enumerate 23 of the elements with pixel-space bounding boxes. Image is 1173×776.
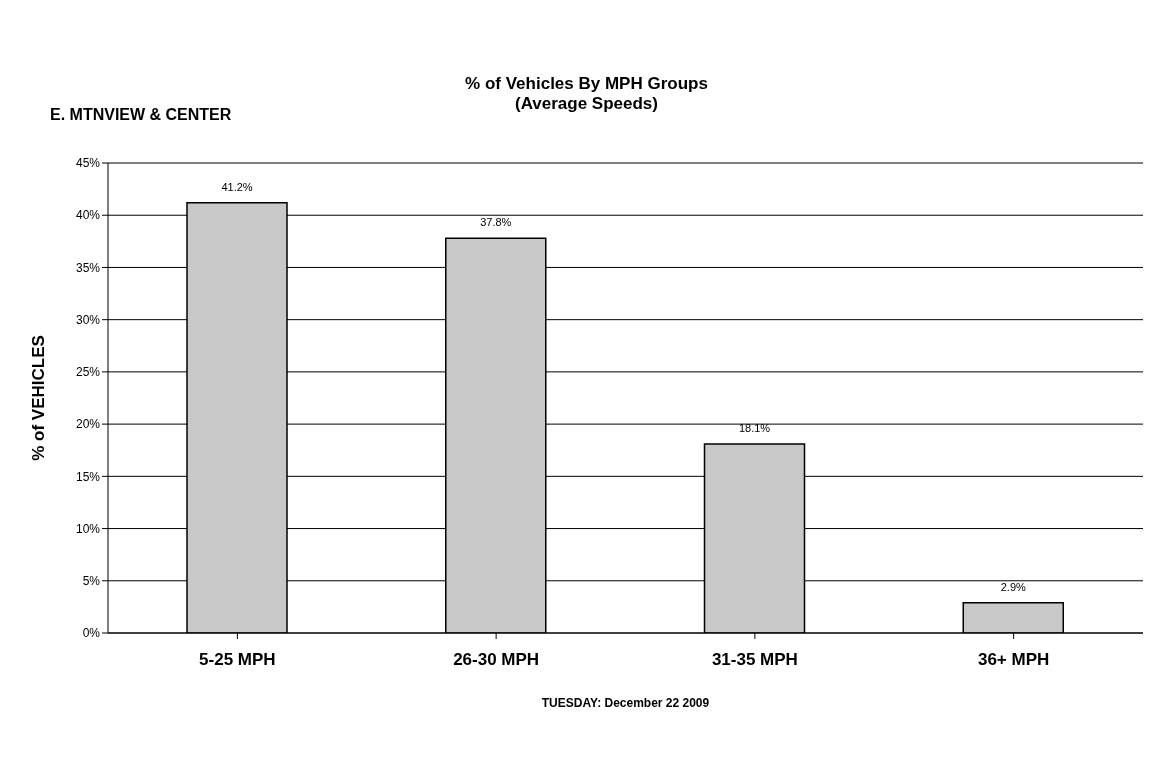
y-tick-label: 10%: [75, 521, 101, 536]
chart-title: % of Vehicles By MPH Groups: [464, 74, 709, 94]
y-tick-label: 35%: [75, 260, 101, 275]
y-tick-label: 20%: [75, 417, 101, 432]
x-tick-label: 26-30 MPH: [453, 650, 540, 670]
data-label: 37.8%: [480, 216, 512, 229]
text: E. MTNVIEW & CENTER: [50, 106, 232, 124]
y-tick-label: 0%: [82, 626, 101, 641]
x-axis-title: TUESDAY: December 22 2009: [541, 696, 710, 710]
y-tick-label: 40%: [75, 208, 101, 223]
y-tick-label: 45%: [75, 156, 101, 171]
y-tick-label: 30%: [75, 312, 101, 327]
data-label: 41.2%: [221, 180, 253, 193]
x-tick-label: 36+ MPH: [977, 650, 1050, 670]
y-axis-title: % of VEHICLES: [29, 335, 49, 461]
y-tick-label: 15%: [75, 469, 101, 484]
y-tick-label: 5%: [82, 574, 101, 589]
x-tick-label: 31-35 MPH: [711, 650, 798, 670]
data-label: 2.9%: [1000, 580, 1026, 593]
chart-subtitle: (Average Speeds): [515, 94, 658, 113]
y-tick-label: 25%: [75, 365, 101, 380]
x-tick-label: 5-25 MPH: [199, 650, 276, 670]
data-label: 18.1%: [738, 421, 771, 434]
